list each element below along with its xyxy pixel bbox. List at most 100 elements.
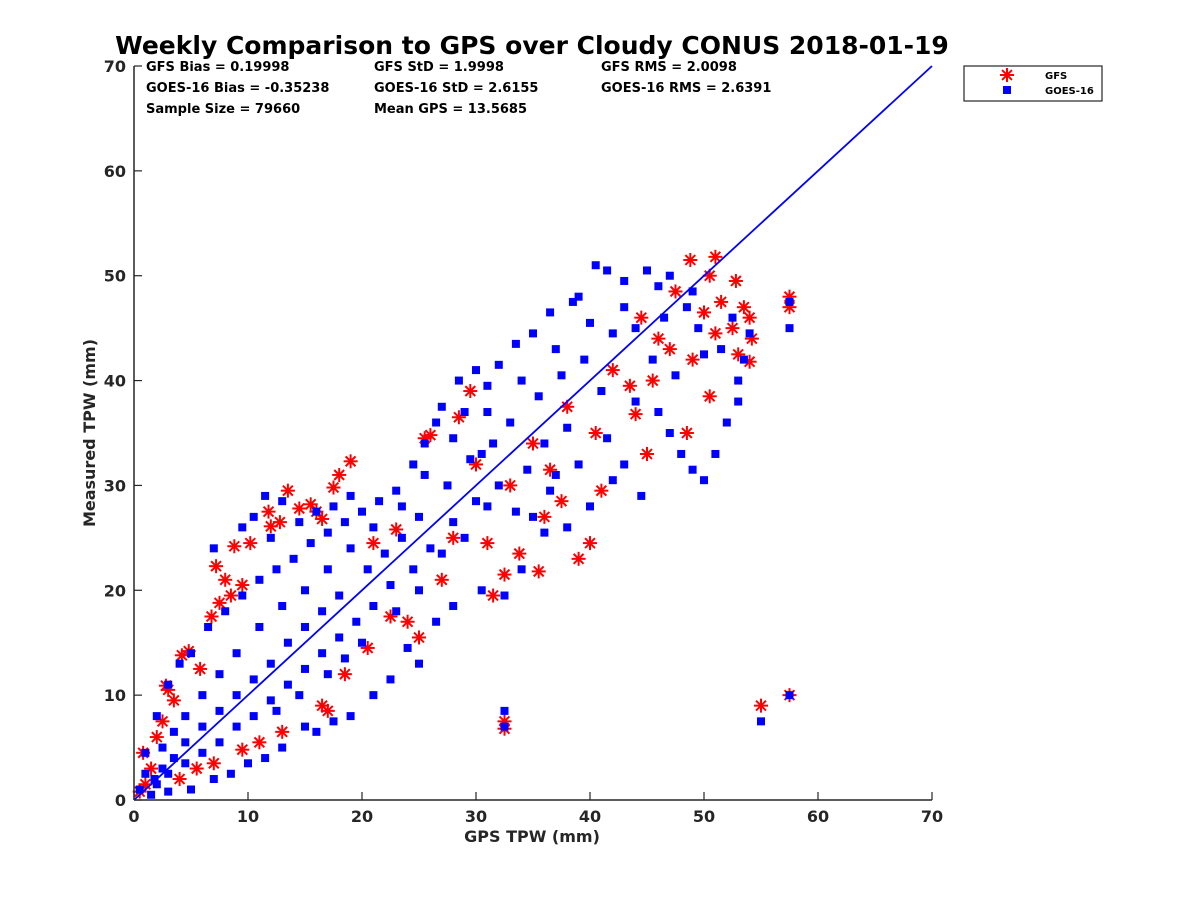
gfs-point [714, 294, 729, 309]
x-tick-label: 10 [237, 807, 259, 826]
gfs-point [486, 588, 501, 603]
goes-16-point [141, 748, 150, 757]
goes-16-point [500, 706, 509, 715]
goes-16-point [734, 397, 743, 406]
goes-16-point [500, 591, 509, 600]
goes-16-point [369, 602, 378, 611]
goes-16-point [272, 706, 281, 715]
stats-box: GFS Bias = 0.19998 GFS StD = 1.9998 GFS RM… [146, 60, 771, 117]
gfs-point [605, 363, 620, 378]
goes-16-point [158, 764, 167, 773]
legend[interactable]: GFS GOES-16 [963, 65, 1103, 102]
gfs-point [628, 407, 643, 422]
gfs-point [292, 501, 307, 516]
goes-16-point [346, 491, 355, 500]
goes-16-point [739, 355, 748, 364]
gfs-point [668, 284, 683, 299]
goes-16-point [631, 397, 640, 406]
gfs-point [149, 730, 164, 745]
goes-16-point [135, 785, 144, 794]
gfs-point [206, 756, 221, 771]
gfs-point [571, 551, 586, 566]
gfs-point [389, 522, 404, 537]
y-tick-label: 30 [104, 476, 126, 495]
gfs-point [683, 252, 698, 267]
gfs-point [583, 536, 597, 551]
stat-line: Mean GPS = 13.5685 [374, 102, 527, 117]
goes-16-point [209, 544, 218, 553]
stat-line: GOES-16 StD = 2.6155 [374, 81, 538, 96]
goes-16-point [688, 287, 697, 296]
goes-16-point [483, 502, 492, 511]
goes-16-point [323, 670, 332, 679]
goes-16-point [329, 502, 338, 511]
gfs-point [383, 609, 398, 624]
gfs-point [252, 735, 267, 750]
goes-16-point [620, 460, 629, 469]
goes-16-point [728, 313, 737, 322]
goes-16-point [511, 339, 520, 348]
gfs-point [526, 436, 540, 451]
goes-16-point [745, 329, 754, 338]
goes-16-point [215, 670, 224, 679]
goes-16-point [312, 727, 321, 736]
y-tick-label: 10 [104, 686, 126, 705]
goes-16-point [734, 376, 743, 385]
goes-16-point [563, 423, 572, 432]
gfs-point [326, 480, 341, 495]
gfs-point [512, 546, 527, 561]
x-tick-label: 0 [128, 807, 139, 826]
stat-line: GOES-16 Bias = -0.35238 [146, 81, 329, 96]
gfs-point [651, 331, 666, 346]
goes-16-point [283, 680, 292, 689]
goes-16-point [244, 759, 252, 768]
goes-16-point [620, 276, 629, 285]
goes-16-point [409, 460, 418, 469]
gfs-point [531, 564, 546, 579]
goes-16-point [403, 643, 412, 652]
gfs-point [193, 661, 208, 676]
goes-16-point [318, 607, 327, 616]
gfs-point [463, 384, 478, 399]
goes-16-point [529, 329, 537, 338]
goes-16-point [175, 659, 184, 668]
goes-16-point [757, 717, 765, 726]
goes-16-point [568, 297, 577, 306]
y-tick-label: 70 [104, 57, 126, 76]
series-goes-16 [135, 261, 794, 799]
goes-16-point [198, 722, 207, 731]
goes-16-point [318, 649, 327, 658]
goes-16-point [335, 633, 344, 642]
goes-16-point [150, 775, 159, 784]
goes-16-point [386, 675, 395, 684]
goes-16-point [261, 754, 270, 763]
goes-16-point [346, 712, 355, 721]
gfs-point [497, 567, 512, 582]
goes-16-point [449, 518, 458, 527]
x-tick-label: 30 [465, 807, 487, 826]
gfs-point [446, 530, 461, 545]
goes-16-point [380, 549, 389, 558]
goes-16-point [665, 271, 674, 280]
gfs-point [697, 305, 711, 320]
goes-16-point [278, 602, 287, 611]
y-tick-label: 40 [104, 372, 126, 391]
goes-16-point [181, 712, 190, 721]
goes-16-point [209, 775, 218, 784]
goes-16-point [660, 313, 669, 322]
goes-16-point [523, 465, 532, 474]
goes-16-point [580, 355, 589, 364]
goes-16-point [232, 649, 241, 658]
goes-16-point [147, 790, 156, 799]
goes-16-point [785, 324, 794, 333]
gfs-point [223, 588, 238, 603]
goes-16-point [238, 523, 247, 532]
chart-title: Weekly Comparison to GPS over Cloudy CON… [115, 31, 949, 60]
goes-16-point [409, 565, 418, 574]
stat-line: GFS RMS = 2.0098 [601, 60, 737, 75]
stat-line: GFS Bias = 0.19998 [146, 60, 289, 75]
gfs-point [554, 494, 569, 509]
y-tick-label: 60 [104, 162, 126, 181]
goes-16-point [540, 439, 549, 448]
gfs-point [736, 300, 751, 315]
